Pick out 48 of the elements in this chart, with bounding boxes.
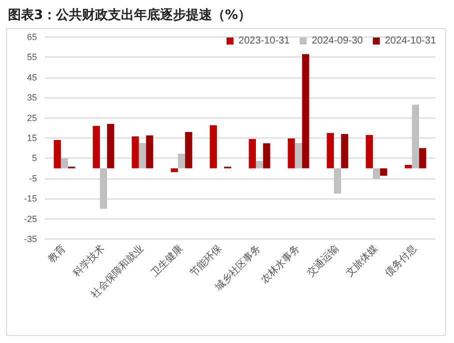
bar [334,168,342,194]
x-tick-label: 债务付息 [382,242,420,280]
bar [178,154,186,168]
y-tick-label: 15 [26,133,37,143]
bar [404,164,412,168]
x-tick-label: 交通运输 [304,242,342,280]
bar [412,104,420,168]
bar [294,143,302,168]
bar [372,168,380,180]
y-tick-label: 55 [26,52,37,62]
bar [185,132,192,168]
bar [107,124,114,168]
y-tick-label: -5 [28,173,37,184]
bar [366,134,373,168]
bar [256,160,264,168]
y-tick-label: 25 [26,112,37,123]
y-tick-label: -15 [24,194,37,204]
bar [132,136,139,168]
y-tick-label: 35 [26,92,37,103]
y-tick-label: 65 [26,32,37,42]
bar [248,139,256,168]
x-tick-label: 教育 [46,242,68,266]
y-tick-label: 5 [32,153,37,164]
bar [302,54,310,168]
bar [60,158,68,168]
x-tick-label: 文旅体媒 [344,242,380,280]
bar [341,134,348,168]
bar [138,143,146,168]
bar [326,132,334,168]
y-tick-label: -25 [24,214,37,224]
bar [380,168,388,176]
bar [54,140,61,168]
x-tick-label: 节能环保 [188,242,224,280]
legend-label: 2024-09-30 [312,36,364,46]
legend-label: 2023-10-31 [238,36,290,46]
bar [419,148,426,168]
bar [146,135,154,168]
y-tick-label: 45 [26,72,37,82]
bar [263,143,270,168]
bar [100,168,108,209]
x-tick-label: 农林水事务 [258,242,302,286]
y-tick-label: -35 [24,234,37,244]
chart-title: 图表3：公共财政支出年底逐步提速（%） [8,6,252,24]
bar [92,126,100,168]
legend-label: 2024-10-31 [384,36,436,46]
x-tick-label: 卫生健康 [148,242,186,280]
bar [288,138,295,168]
bar [210,125,217,168]
